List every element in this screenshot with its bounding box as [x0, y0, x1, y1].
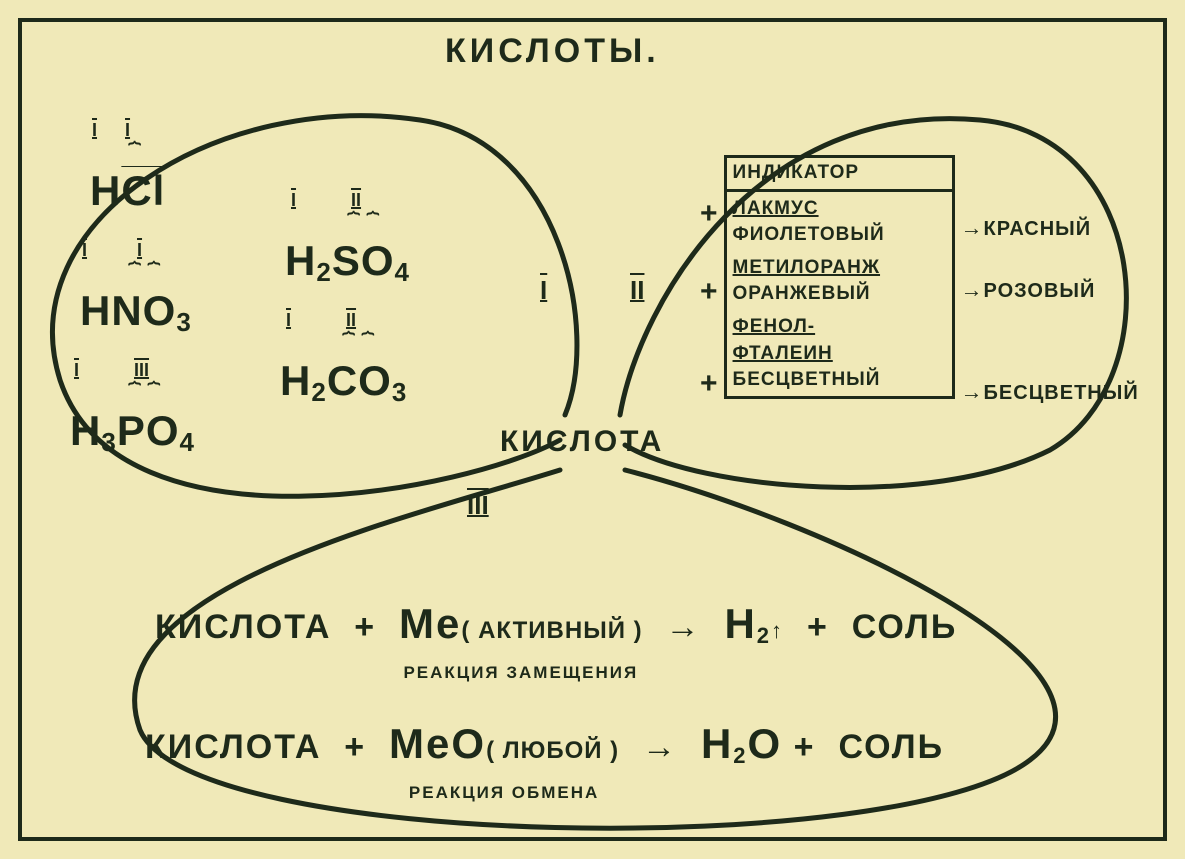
roman-right: II — [630, 275, 644, 306]
indicator-block: + + + ИНДИКАТОР ЛАКМУС ФИОЛЕТОВЫЙ МЕТИЛО… — [700, 155, 1139, 405]
reaction-2: КИСЛОТА + MeO( ЛЮБОЙ ) РЕАКЦИЯ ОБМЕНА → … — [145, 720, 944, 807]
indicator-row: ЛАКМУС ФИОЛЕТОВЫЙ — [727, 192, 952, 251]
formula-h2so4: I II ⏞⏞ H2SO4 — [285, 190, 410, 288]
indicator-box: ИНДИКАТОР ЛАКМУС ФИОЛЕТОВЫЙ МЕТИЛОРАНЖ О… — [724, 155, 955, 399]
formula-h2co3: I II ⏞⏞ H2CO3 — [280, 310, 407, 408]
indicator-header: ИНДИКАТОР — [727, 158, 952, 192]
roman-left: I — [540, 275, 547, 306]
formula-h3po4: I III ⏞⏞ H3PO4 — [70, 360, 195, 458]
indicator-result: →КРАСНЫЙ — [961, 215, 1139, 241]
indicator-result: →БЕСЦВЕТНЫЙ — [961, 379, 1139, 405]
indicator-row: ФЕНОЛ- ФТАЛЕИН БЕСЦВЕТНЫЙ — [727, 310, 952, 396]
f-a: Cl — [121, 167, 165, 214]
plus-icon: + — [700, 367, 718, 401]
f-h: H — [90, 167, 121, 214]
reaction-1: КИСЛОТА + Me( АКТИВНЫЙ ) РЕАКЦИЯ ЗАМЕЩЕН… — [155, 600, 957, 687]
roman-bottom: III — [467, 490, 489, 521]
plus-icon: + — [700, 275, 718, 309]
center-word: КИСЛОТА — [500, 425, 664, 459]
val-a: I — [125, 120, 130, 141]
page-title: КИСЛОТЫ. — [445, 32, 660, 71]
plus-icon: + — [700, 197, 718, 231]
formula-hcl: I I ⏞ HCl — [90, 120, 165, 215]
indicator-result: →РОЗОВЫЙ — [961, 277, 1139, 303]
formula-hno3: I I ⏞⏞ HNO3 — [80, 240, 192, 338]
indicator-row: МЕТИЛОРАНЖ ОРАНЖЕВЫЙ — [727, 251, 952, 310]
val-h: I — [92, 120, 97, 141]
gas-arrow-icon: ↑ — [771, 618, 784, 643]
